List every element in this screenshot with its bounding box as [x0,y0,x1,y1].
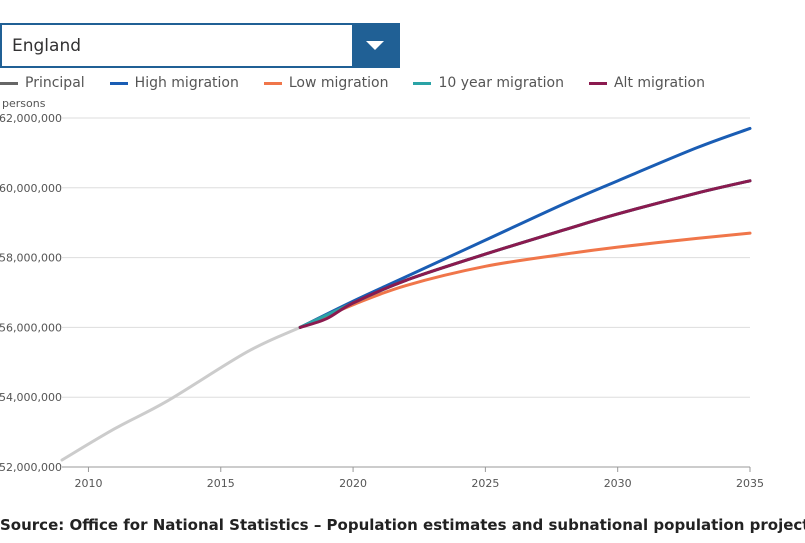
legend-item-10-year-migration[interactable]: 10 year migration [413,75,564,91]
geography-dropdown-value: England [12,35,82,56]
series-line-low-migration [298,231,752,329]
series-line-high-migration [298,126,752,329]
legend-label: Principal [25,75,85,91]
x-tick-label: 2025 [471,477,499,490]
y-tick-label: 56,000,000 [0,321,62,334]
geography-dropdown[interactable]: England [0,23,400,68]
chart-legend: Principal High migration Low migration 10 y… [0,74,730,92]
y-tick-label: 60,000,000 [0,182,62,195]
y-axis-unit-label: persons [2,97,46,110]
x-tick-label: 2010 [74,477,102,490]
legend-swatch [588,81,607,85]
y-tick-label: 54,000,000 [0,391,62,404]
legend-item-principal[interactable]: Principal [0,75,85,91]
y-tick-label: 62,000,000 [0,112,62,125]
y-tick-label: 52,000,000 [0,461,62,474]
y-tick-label: 58,000,000 [0,252,62,265]
series-line-alt-migration [298,179,752,329]
legend-item-alt-migration[interactable]: Alt migration [588,75,705,91]
legend-swatch [413,81,432,85]
x-tick-label: 2015 [207,477,235,490]
legend-label: Low migration [288,75,389,91]
legend-item-low-migration[interactable]: Low migration [263,75,389,91]
line-chart: 52,000,000 54,000,000 56,000,000 58,000,000… [0,112,764,490]
source-note: Source: Office for National Statistics –… [0,516,805,534]
legend-swatch [109,81,128,85]
legend-label: Alt migration [613,75,705,91]
dropdown-toggle-button[interactable] [352,25,398,66]
legend-item-high-migration[interactable]: High migration [109,75,239,91]
series-line-10-year-migration [298,179,752,329]
x-tick-label: 2035 [736,477,764,490]
series-line-principal [298,179,752,329]
x-tick-label: 2030 [604,477,632,490]
legend-swatch [0,81,18,85]
series-line-historic-estimates [60,303,355,462]
legend-label: 10 year migration [438,75,564,91]
legend-swatch [263,81,282,85]
x-tick-label: 2020 [339,477,367,490]
legend-label: High migration [134,75,239,91]
chevron-down-icon [366,41,384,50]
